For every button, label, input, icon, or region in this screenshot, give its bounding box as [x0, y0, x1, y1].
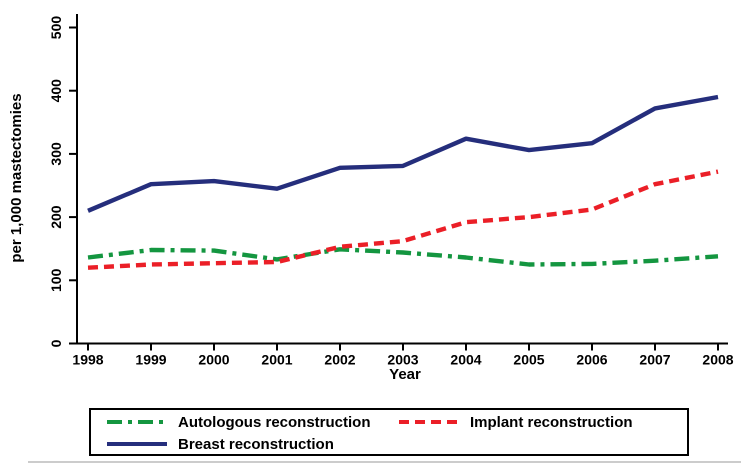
implant-dashed-line-sample-icon [399, 420, 459, 424]
legend: Autologous reconstruction Implant recons… [89, 408, 689, 456]
x-tick-label: 2003 [387, 352, 418, 368]
y-tick-label: 300 [48, 142, 64, 166]
x-tick-label: 1999 [135, 352, 166, 368]
y-tick-label: 500 [48, 16, 64, 40]
x-tick-label: 1998 [72, 352, 103, 368]
x-tick-label: 2002 [324, 352, 355, 368]
x-tick-label: 2000 [198, 352, 229, 368]
x-tick-label: 2008 [702, 352, 733, 368]
y-tick-label: 0 [48, 339, 64, 347]
x-tick-label: 2005 [513, 352, 544, 368]
series-line-implant-reconstruction [87, 169, 719, 270]
y-axis-title: per 1,000 mastectomies [8, 93, 25, 263]
autologous-dashdot-line-sample-icon [107, 420, 167, 424]
y-tick-label: 400 [48, 79, 64, 103]
breast-solid-line-sample-icon [107, 442, 167, 446]
x-tick-label: 2006 [576, 352, 607, 368]
legend-item-autologous: Autologous reconstruction [105, 414, 397, 431]
series-line-breast-reconstruction [87, 94, 719, 213]
legend-label-breast: Breast reconstruction [178, 435, 334, 453]
legend-item-implant: Implant reconstruction [397, 414, 687, 431]
x-tick-label: 2001 [261, 352, 292, 368]
line-chart: 0 100 200 300 400 500 1998 1999 2000 2001 2002 2003… [48, 14, 734, 368]
y-tick-label: 100 [48, 268, 64, 292]
legend-item-breast: Breast reconstruction [105, 436, 397, 453]
x-tick-label: 2004 [450, 352, 481, 368]
legend-label-autologous: Autologous reconstruction [178, 413, 371, 431]
x-axis-title: Year [389, 366, 421, 383]
figure-bottom-border [28, 461, 741, 463]
series-line-autologous-reconstruction [87, 247, 719, 267]
x-tick-label: 2007 [639, 352, 670, 368]
y-tick-label: 200 [48, 205, 64, 229]
legend-label-implant: Implant reconstruction [470, 413, 633, 431]
